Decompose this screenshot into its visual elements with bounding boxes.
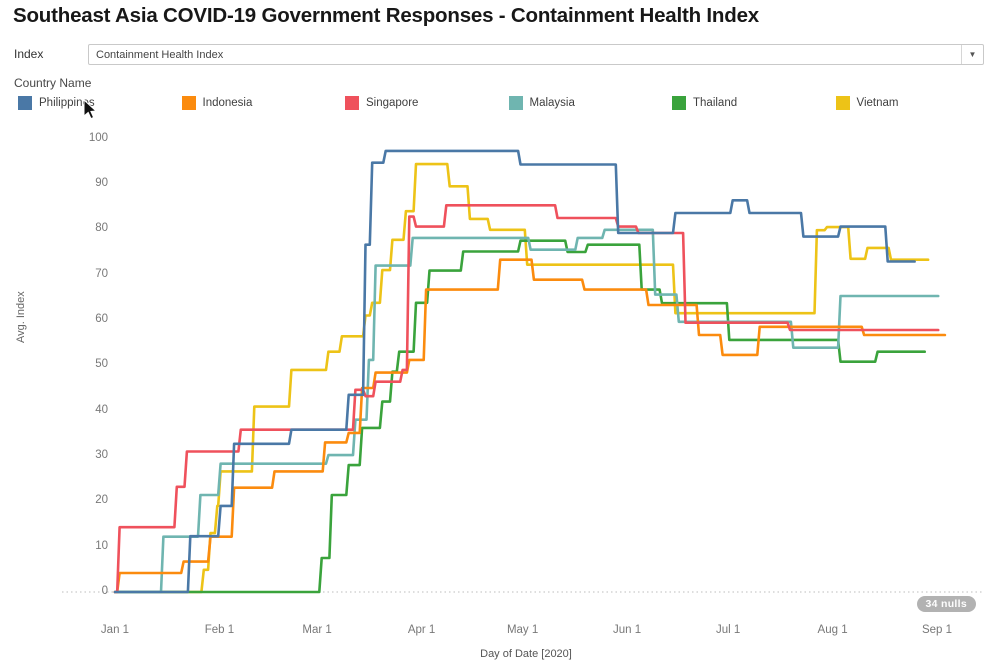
- series-line-philippines[interactable]: [113, 149, 916, 594]
- legend-item-label: Vietnam: [856, 97, 899, 109]
- legend-item-philippines[interactable]: Philippines: [18, 95, 95, 111]
- y-tick-label-90: 90: [95, 177, 108, 189]
- y-tick-label-0: 0: [101, 585, 108, 597]
- series-line-malaysia[interactable]: [113, 228, 940, 594]
- series-line-vietnam[interactable]: [113, 162, 930, 594]
- legend-swatch-icon: [672, 96, 686, 110]
- x-tick-label-jun-1: Jun 1: [612, 624, 642, 636]
- y-tick-label-10: 10: [95, 539, 108, 552]
- legend-item-label: Indonesia: [202, 97, 253, 109]
- legend-item-malaysia[interactable]: Malaysia: [508, 95, 575, 111]
- chevron-down-icon: ▼: [968, 49, 977, 59]
- legend-swatch-icon: [345, 96, 359, 110]
- legend-item-thailand[interactable]: Thailand: [672, 95, 737, 111]
- x-tick-label-feb-1: Feb 1: [204, 624, 235, 636]
- legend-item-label: Thailand: [693, 97, 738, 109]
- index-dropdown[interactable]: Containment Health Index ▼: [88, 44, 984, 65]
- legend-title: Country Name: [14, 76, 92, 90]
- x-axis-title: Day of Date [2020]: [480, 648, 572, 660]
- x-tick-label-aug-1: Aug 1: [817, 624, 848, 636]
- x-tick-label-jan-1: Jan 1: [100, 624, 130, 636]
- x-tick-label-sep-1: Sep 1: [921, 624, 953, 636]
- x-tick-label-apr-1: Apr 1: [407, 624, 436, 636]
- legend-swatch-icon: [18, 96, 32, 110]
- page-title: Southeast Asia COVID-19 Government Respo…: [13, 4, 759, 27]
- legend-swatch-icon: [181, 96, 196, 110]
- legend-item-label: Malaysia: [529, 97, 575, 109]
- x-tick-label-mar-1: Mar 1: [302, 624, 332, 636]
- mouse-cursor-icon: [83, 99, 98, 120]
- y-axis-title: Avg. Index: [15, 291, 27, 343]
- series-line-singapore[interactable]: [113, 204, 940, 594]
- y-tick-label-30: 30: [95, 449, 108, 461]
- y-tick-label-80: 80: [95, 222, 108, 235]
- index-parameter-label: Index: [14, 47, 44, 61]
- y-tick-label-100: 100: [88, 131, 108, 144]
- dropdown-caret-button[interactable]: ▼: [961, 45, 983, 64]
- y-tick-label-60: 60: [95, 313, 108, 325]
- legend-item-label: Philippines: [39, 97, 95, 109]
- legend-swatch-icon: [835, 96, 850, 110]
- legend-swatch-icon: [508, 96, 523, 110]
- y-tick-label-20: 20: [95, 494, 108, 507]
- y-tick-label-50: 50: [95, 358, 108, 371]
- series-line-indonesia[interactable]: [113, 258, 947, 594]
- nulls-indicator-badge[interactable]: 34 nulls: [916, 596, 976, 612]
- legend-item-vietnam[interactable]: Vietnam: [835, 95, 899, 111]
- country-legend: Philippines Indonesia Singapore Malaysia Tha…: [18, 95, 994, 113]
- y-tick-label-70: 70: [95, 267, 108, 280]
- x-tick-label-may-1: May 1: [506, 624, 539, 636]
- x-tick-label-jul-1: Jul 1: [715, 624, 741, 636]
- legend-item-indonesia[interactable]: Indonesia: [181, 95, 253, 111]
- y-tick-label-40: 40: [95, 403, 108, 416]
- legend-item-label: Singapore: [366, 97, 419, 109]
- index-dropdown-value: Containment Health Index: [96, 48, 224, 61]
- series-line-thailand[interactable]: [113, 239, 926, 594]
- legend-item-singapore[interactable]: Singapore: [345, 95, 418, 111]
